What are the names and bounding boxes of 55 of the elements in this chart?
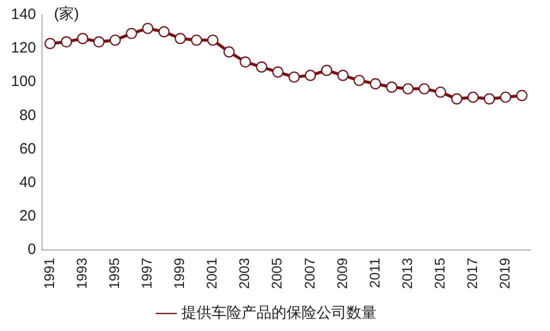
point [516, 90, 528, 102]
point [77, 32, 88, 44]
y-tick-label: 20 [19, 207, 36, 224]
y-tick-label: 120 [10, 40, 36, 57]
point [484, 93, 495, 104]
y-tick-label: 80 [19, 106, 36, 124]
point [158, 26, 170, 38]
point [288, 71, 300, 83]
point [207, 34, 218, 46]
x-tick-label: 2013 [398, 258, 415, 290]
y-tick-label: 140 [10, 6, 36, 24]
point [451, 93, 462, 104]
point [142, 22, 154, 34]
y-tick-label: 100 [10, 73, 36, 90]
point [126, 28, 138, 40]
point [500, 92, 512, 103]
point [93, 36, 105, 48]
x-tick-label: 2005 [268, 258, 285, 290]
point [467, 92, 479, 103]
x-tick-label: 1997 [138, 258, 155, 290]
y-tick-label: 0 [28, 240, 36, 258]
x-tick-label: 2017 [464, 258, 480, 290]
x-tick-label: 2001 [204, 258, 220, 290]
point [370, 78, 382, 90]
x-tick-label: 1991 [41, 258, 58, 290]
x-tick-label: 2011 [366, 258, 382, 288]
point [304, 70, 316, 81]
point [110, 34, 121, 46]
x-tick-label: 2015 [431, 258, 448, 290]
point [190, 34, 202, 46]
legend-label: 提供车险产品的保险公司数量 [181, 304, 376, 322]
x-tick-label: 1999 [171, 258, 188, 290]
x-tick-label: 2007 [301, 258, 318, 290]
point [223, 46, 235, 58]
x-tick-label: 1995 [106, 258, 122, 290]
point [321, 64, 332, 76]
point [386, 82, 398, 93]
x-tick-label: 2009 [334, 258, 350, 290]
point [174, 32, 186, 44]
x-tick-label: 1993 [74, 258, 90, 290]
point [434, 86, 446, 98]
point [240, 56, 251, 68]
x-tick-label: 2019 [496, 258, 512, 290]
point [354, 74, 365, 86]
point [272, 66, 284, 78]
point [402, 83, 414, 94]
point [337, 70, 349, 81]
point [60, 36, 72, 48]
y-tick-label: 60 [19, 140, 36, 158]
x-tick-label: 2003 [236, 258, 252, 290]
y-tick-label: 40 [19, 174, 36, 191]
y-axis-title: (家) [54, 6, 80, 23]
point [256, 61, 268, 73]
point [418, 83, 430, 94]
point [44, 38, 56, 50]
